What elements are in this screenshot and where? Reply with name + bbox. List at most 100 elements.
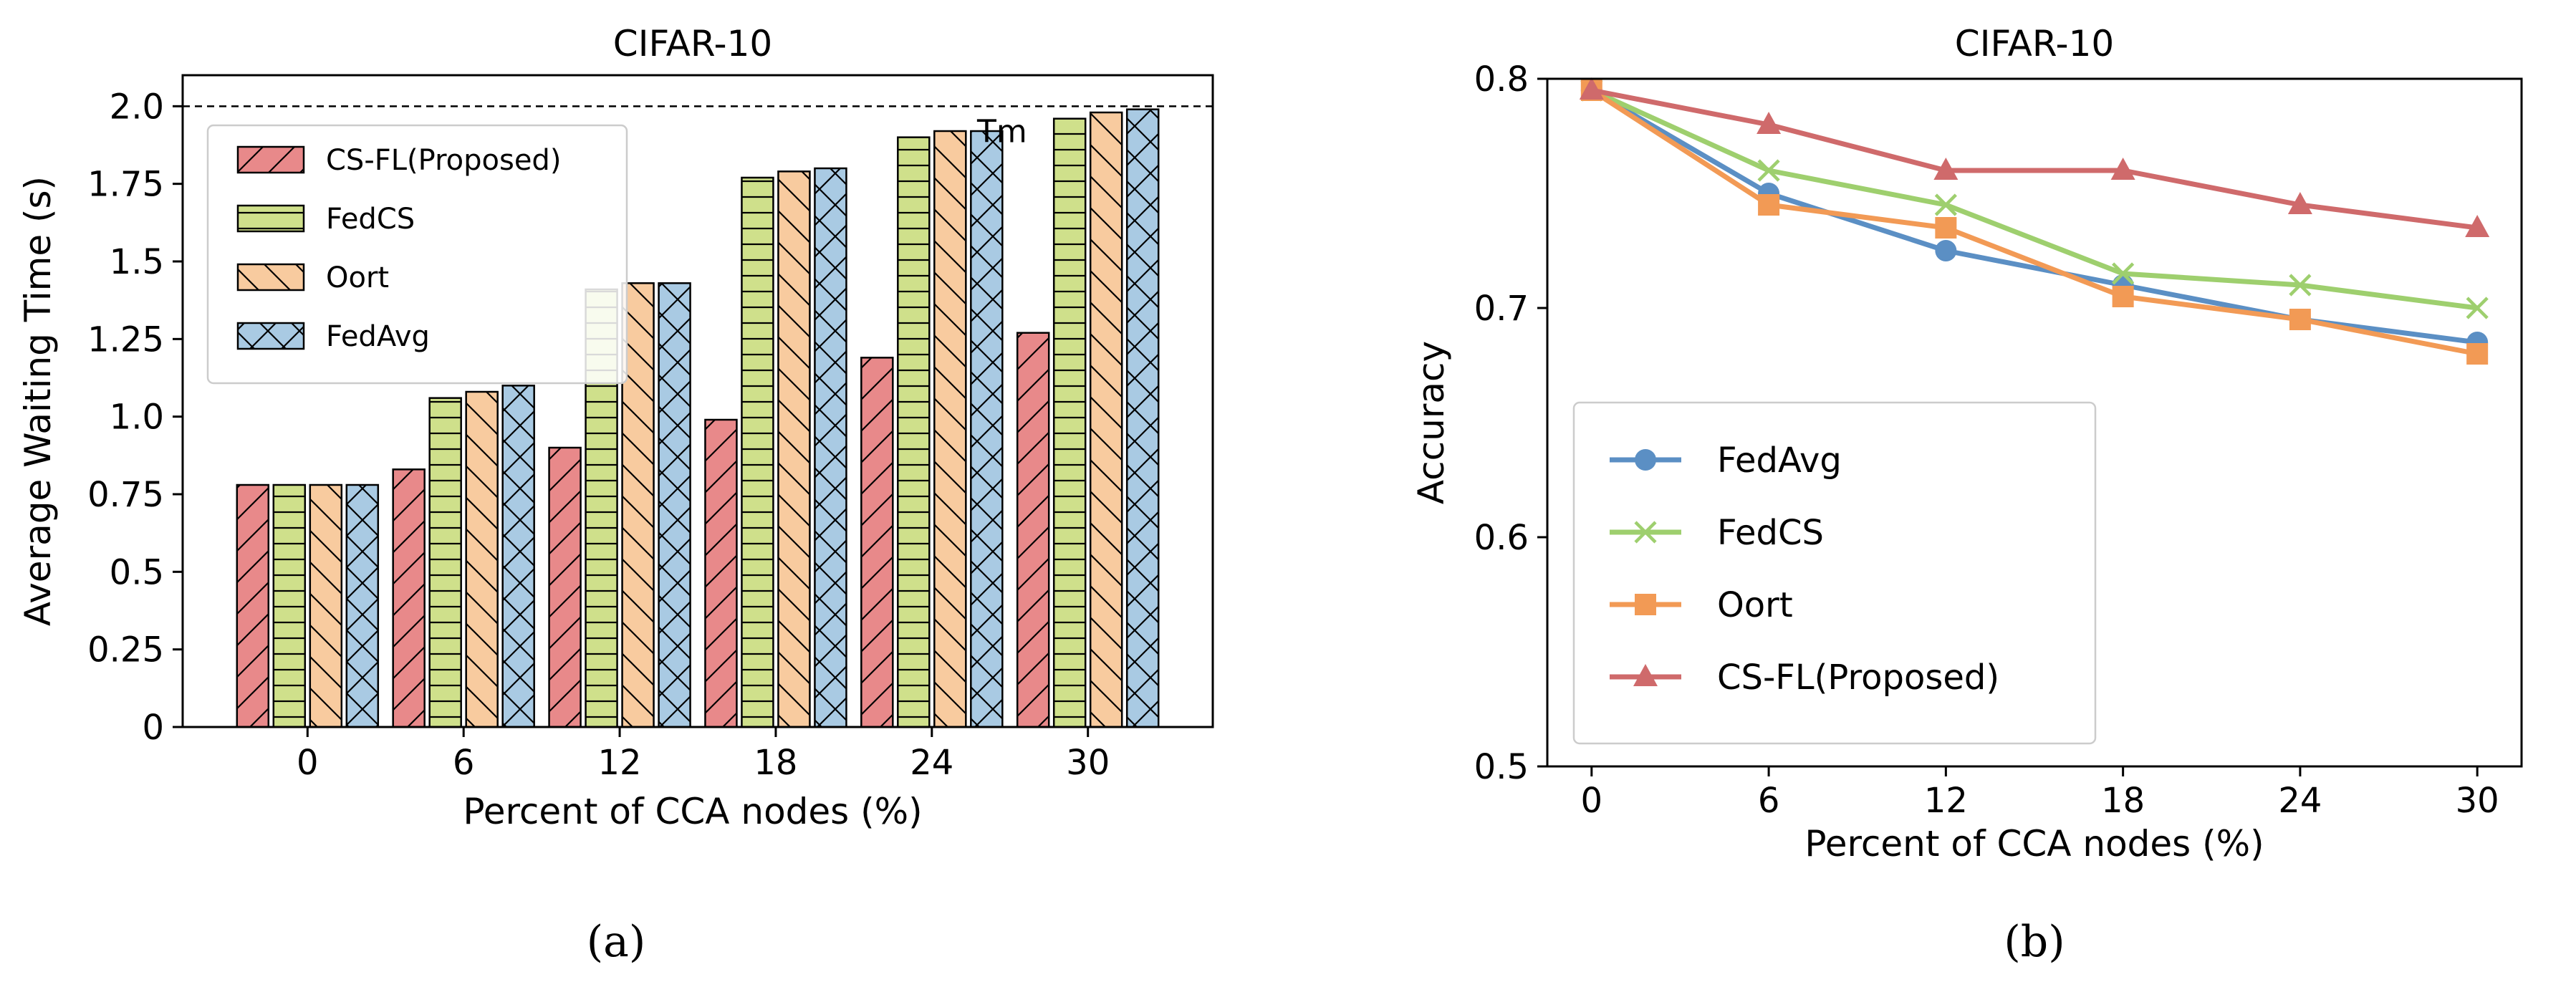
bar-x-tick-label: 12 [598,743,642,783]
line-y-tick-label: 0.8 [1474,59,1529,100]
reference-line: Tm [183,105,1213,150]
bar-fedcs-24 [897,136,931,728]
bar-chart-title: CIFAR-10 [613,23,772,64]
bar-cs-fl-proposed-6 [392,468,426,728]
point-oort-24 [2289,309,2311,330]
point-oort-30 [2466,343,2489,365]
bar-y-tick-label: 1.5 [110,242,164,282]
bar-legend-box [206,124,628,385]
line-fedcs [1590,87,2478,311]
bar-x-tick-label: 18 [754,743,797,783]
line-x-tick-label: 18 [2101,781,2145,821]
point-fedcs-24 [2289,274,2312,297]
series-fedavg [1580,80,2489,353]
point-cs-fl-proposed-0 [1579,77,1604,100]
point-cs-fl-proposed-6 [1756,112,1782,134]
bar-cs-fl-proposed-12 [548,446,582,728]
point-oort-18 [2112,286,2134,307]
line-x-tick-label: 24 [2278,781,2322,821]
bar-fedavg-18 [814,167,847,728]
line-oort [1590,88,2478,357]
bar-cs-fl-proposed-0 [236,483,270,728]
bar-legend-label: FedAvg [326,320,430,353]
bar-legend-swatch [236,263,305,292]
bar-cs-fl-proposed-24 [860,357,894,728]
bar-y-axis: 0 0.25 0.5 0.75 1.0 1.25 1.5 1.75 2.0 [87,87,183,748]
bar-y-tick-label: 0.25 [87,630,164,670]
line-x-tick-label: 6 [1758,781,1780,821]
line-legend-marker [1635,449,1656,471]
bar-plot-frame [181,74,1214,728]
line-y-tick-label: 0.5 [1474,747,1529,787]
line-legend-label: FedAvg [1717,441,1842,481]
line-y-axis: 0.5 0.6 0.7 0.8 [1474,59,1547,787]
line-y-tick-label: 0.7 [1474,289,1529,329]
bar-legend-swatch [236,145,305,174]
line-plot-frame [1546,77,2523,768]
line-x-tick-label: 12 [1924,781,1968,821]
line-fedavg [1590,87,2478,345]
point-fedavg-12 [1935,240,1957,261]
line-x-axis: 0 6 12 18 24 30 [1581,766,2499,821]
bar-y-tick-label: 1.0 [110,398,164,438]
line-legend-label: FedCS [1717,513,1824,553]
series-oort [1580,80,2489,365]
bar-chart: CIFAR-10 Tm 0 0.25 0.5 0.75 1.0 1.25 1.5 1.75 2.… [17,23,1214,967]
point-cs-fl-proposed-12 [1933,158,1959,180]
bar-x-axis-label: Percent of CCA nodes (%) [463,791,922,832]
bar-legend-label: Oort [326,261,389,294]
bar-legend-label: CS-FL(Proposed) [326,144,561,177]
bar-fedavg-24 [970,130,1004,728]
line-y-tick-label: 0.6 [1474,518,1529,558]
bar-cs-fl-proposed-30 [1016,332,1050,728]
bar-fedavg-30 [1125,108,1160,728]
line-legend-marker [1634,521,1657,544]
bar-y-tick-label: 0 [142,708,164,748]
bar-fedcs-6 [428,397,462,728]
line-x-axis-label: Percent of CCA nodes (%) [1804,823,2264,865]
bar-x-tick-label: 0 [297,743,319,783]
point-fedcs-6 [1757,159,1780,182]
bar-oort-18 [777,170,811,728]
line-series-group [1579,77,2490,365]
line-x-tick-label: 30 [2456,781,2499,821]
point-cs-fl-proposed-30 [2465,215,2490,237]
line-x-tick-label: 0 [1581,781,1603,821]
point-cs-fl-proposed-24 [2287,192,2312,214]
bar-y-tick-label: 0.5 [110,552,164,592]
bar-fedcs-0 [272,483,307,728]
bar-fedcs-18 [741,176,774,728]
bar-oort-6 [465,390,499,728]
line-y-axis-label: Accuracy [1410,341,1452,504]
bar-oort-30 [1089,111,1123,728]
line-legend-marker [1633,664,1658,686]
bar-fedavg-0 [345,483,380,728]
bar-y-tick-label: 1.75 [87,165,164,205]
bar-series-group [236,108,1160,728]
bar-y-axis-label: Average Waiting Time (s) [17,176,59,626]
bar-y-tick-label: 0.75 [87,475,164,515]
bar-y-tick-label: 2.0 [110,87,164,127]
line-legend-label: Oort [1717,585,1793,625]
bar-cs-fl-proposed-18 [704,418,738,728]
point-cs-fl-proposed-18 [2110,158,2135,180]
line-legend: FedAvg FedCS Oort CS-FL(Proposed) [1572,401,2097,745]
bar-fedavg-12 [658,282,691,728]
line-legend-label: CS-FL(Proposed) [1717,658,1999,698]
bar-chart-caption: (a) [587,917,646,967]
point-oort-6 [1758,194,1780,216]
bar-legend-label: FedCS [326,203,415,236]
line-chart-title: CIFAR-10 [1955,23,2114,64]
bar-oort-0 [309,483,343,728]
bar-x-tick-label: 30 [1066,743,1110,783]
line-chart: CIFAR-10 0.5 0.6 0.7 0.8 0 6 12 18 24 30 Percent… [1410,23,2523,967]
bar-y-tick-label: 1.25 [87,319,164,360]
bar-x-axis: 0 6 12 18 24 30 [297,727,1110,783]
bar-oort-24 [933,130,967,728]
bar-x-tick-label: 6 [453,743,475,783]
bar-legend-swatch [236,204,305,233]
bar-fedavg-6 [501,385,535,728]
bar-x-tick-label: 24 [910,743,953,783]
